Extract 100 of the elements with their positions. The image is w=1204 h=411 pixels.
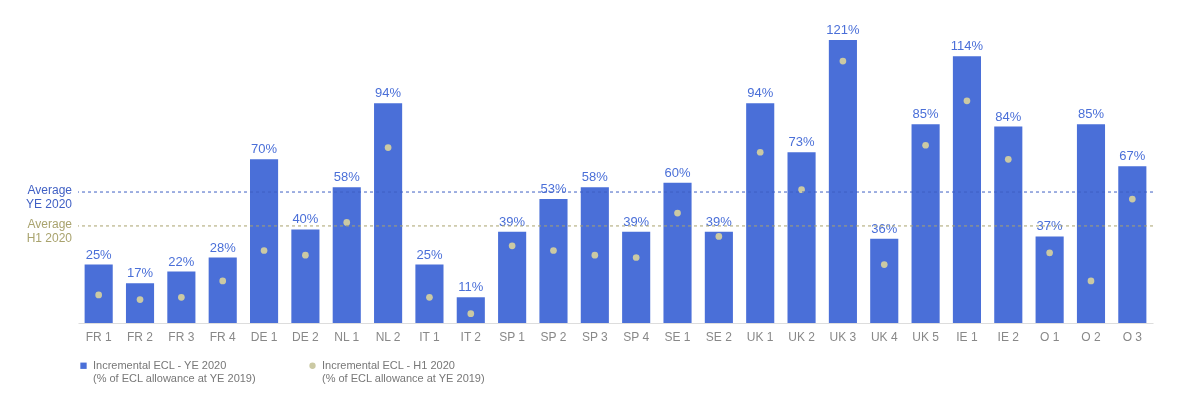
point [922,141,929,149]
legend-label: Incremental ECL - H1 2020 (% of ECL allowance at YE 2019) [322,358,485,384]
bar [415,264,444,323]
x-tick-label: IE 2 [997,329,1020,344]
data-label: 22% [168,253,195,269]
legend-label: Incremental ECL - YE 2020 (% of ECL allowance at YE 2019) [93,358,256,384]
x-tick-label: SE 1 [664,329,691,344]
x-tick-label: O 1 [1039,329,1060,344]
point [95,291,103,299]
x-tick-label: FR 2 [127,329,154,344]
bar [1076,124,1106,323]
data-label: 60% [664,164,691,180]
x-tick-label: IE 1 [956,329,978,344]
point [674,209,681,217]
point [756,148,764,156]
x-tick-label: SP 1 [499,329,526,344]
x-tick-label: UK 4 [870,329,898,344]
point [426,293,433,301]
x-tick-label: NL 2 [375,329,401,344]
x-tick-label: UK 5 [912,329,940,344]
bar [1118,166,1147,323]
point [839,57,847,65]
data-label: 39% [499,213,526,229]
point [384,144,392,151]
data-label: 67% [1119,148,1146,164]
data-label: 114% [950,38,984,54]
point [302,251,309,259]
bar [952,56,981,323]
data-label: 39% [705,213,733,229]
point [798,186,805,194]
x-tick-label: FR 3 [168,329,195,344]
ref-line-label: Average YE 2020 [25,183,73,212]
x-tick-label: SP 3 [581,329,609,344]
data-label: 58% [333,169,361,185]
point [343,219,351,226]
bar [208,257,237,323]
data-label: 25% [85,246,113,262]
x-tick-label: IT 1 [419,329,440,344]
x-tick-label: UK 2 [788,329,816,344]
x-tick-label: UK 1 [746,329,774,344]
bar [787,152,816,323]
bar [704,231,733,323]
bar [828,40,857,323]
x-tick-label: IT 2 [460,329,482,344]
bar [374,103,403,323]
point [260,247,268,254]
data-label: 70% [251,141,278,157]
point [1128,195,1136,203]
point [136,296,144,303]
x-tick-label: FR 1 [85,329,112,344]
data-label: 94% [375,85,402,101]
point [1087,277,1095,285]
data-label: 53% [540,181,567,197]
point [591,251,599,259]
x-tick-label: NL 1 [334,329,360,344]
point [715,233,723,240]
bar [580,187,609,323]
point [550,247,557,254]
bar [746,103,775,323]
bar [125,283,155,323]
bar [911,124,940,323]
x-tick-label: DE 1 [250,329,278,344]
x-tick-label: DE 2 [292,329,320,344]
data-label: 85% [1077,106,1105,122]
bar [456,297,485,323]
x-tick-label: SP 4 [623,329,650,344]
bar [870,238,899,323]
data-label: 37% [1036,218,1064,234]
data-label: 11% [458,279,484,295]
data-label: 84% [995,108,1022,124]
x-tick-label: O 2 [1081,329,1101,344]
bar [84,264,113,323]
data-label: 17% [127,265,154,281]
bar [994,126,1023,323]
x-tick-label: O 3 [1122,329,1143,344]
bar [291,229,320,323]
x-tick-label: SP 2 [540,329,567,344]
data-label: 28% [209,239,237,255]
bar [167,271,196,323]
data-label: 39% [623,213,650,229]
bar [332,187,361,323]
data-label: 121% [826,22,860,37]
ref-line-label: Average H1 2020 [26,216,73,245]
data-label: 94% [747,85,774,101]
bar [1035,236,1064,323]
data-label: 85% [912,106,940,122]
bar [498,231,527,323]
data-label: 36% [871,220,898,236]
bar [622,231,651,323]
bar [250,159,279,323]
bar [539,199,568,323]
x-tick-label: SE 2 [705,329,733,344]
x-tick-label: UK 3 [829,329,857,344]
data-label: 73% [788,134,815,150]
point [1004,155,1012,163]
point [632,254,640,261]
data-label: 40% [292,211,319,227]
point [219,277,227,285]
bar [663,182,692,323]
point [178,293,185,301]
